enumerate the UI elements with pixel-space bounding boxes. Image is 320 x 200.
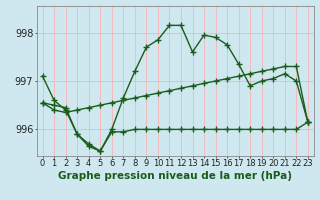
X-axis label: Graphe pression niveau de la mer (hPa): Graphe pression niveau de la mer (hPa) xyxy=(58,171,292,181)
